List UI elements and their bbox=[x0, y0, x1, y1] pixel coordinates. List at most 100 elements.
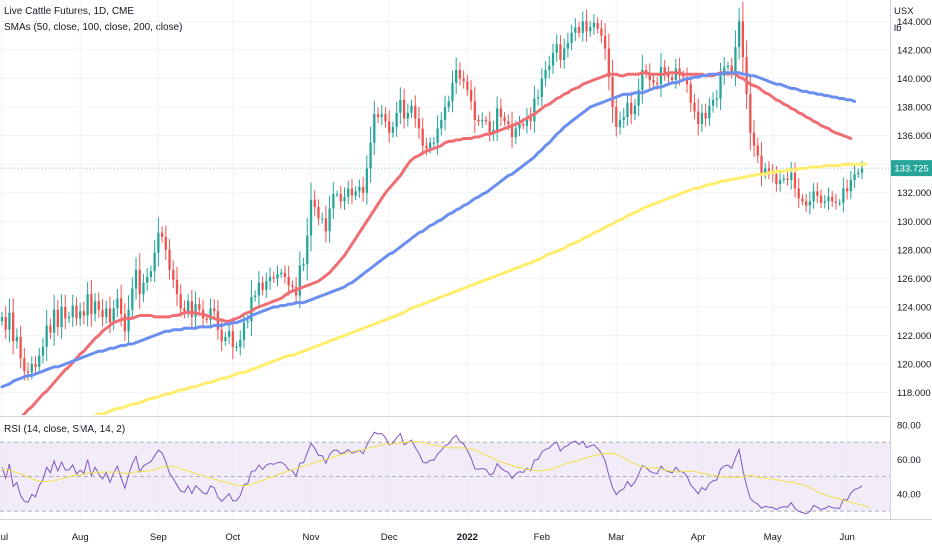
candle bbox=[853, 174, 856, 180]
candle bbox=[268, 276, 272, 282]
candle bbox=[775, 174, 778, 185]
price-tick-label: 124.000 bbox=[897, 302, 931, 313]
candle bbox=[488, 121, 491, 133]
candle bbox=[540, 78, 543, 98]
candle bbox=[417, 118, 421, 129]
candle bbox=[313, 199, 316, 207]
candle bbox=[469, 89, 473, 102]
candle bbox=[15, 336, 19, 342]
chart-title: Live Cattle Futures, 1D, CME bbox=[4, 6, 135, 17]
candle bbox=[857, 172, 860, 175]
candle bbox=[425, 145, 428, 149]
candle bbox=[749, 94, 752, 133]
candle bbox=[108, 308, 112, 323]
candle bbox=[689, 84, 692, 103]
candle bbox=[670, 77, 674, 80]
candle bbox=[127, 309, 130, 332]
candle bbox=[328, 208, 331, 232]
candle bbox=[715, 98, 718, 100]
candle bbox=[41, 346, 45, 356]
candle bbox=[507, 121, 510, 125]
price-tick-label: 142.000 bbox=[897, 45, 931, 56]
candle bbox=[458, 69, 462, 79]
candle bbox=[477, 119, 480, 122]
price-tick-label: 138.000 bbox=[897, 103, 931, 114]
candle bbox=[752, 132, 756, 146]
candle bbox=[160, 232, 164, 237]
candle bbox=[365, 168, 368, 193]
time-tick-label: Feb bbox=[534, 532, 550, 543]
candle bbox=[801, 198, 804, 202]
candle bbox=[335, 194, 339, 196]
candle bbox=[793, 172, 797, 189]
candle bbox=[332, 194, 335, 209]
candle bbox=[101, 309, 104, 317]
candle bbox=[354, 191, 357, 196]
candle bbox=[719, 75, 722, 99]
candle bbox=[730, 65, 733, 72]
candle bbox=[790, 172, 793, 180]
candle bbox=[819, 195, 823, 203]
candle bbox=[838, 202, 841, 204]
candle bbox=[603, 35, 607, 49]
time-tick-label: Sep bbox=[150, 532, 167, 543]
candle bbox=[119, 298, 123, 315]
candle bbox=[75, 305, 78, 319]
last-price-label: 133.725 bbox=[894, 164, 928, 175]
candle bbox=[406, 112, 409, 119]
candle bbox=[64, 306, 67, 319]
candle bbox=[428, 142, 432, 149]
candle bbox=[298, 265, 301, 296]
candle bbox=[23, 358, 26, 372]
candle bbox=[34, 364, 37, 367]
candle bbox=[280, 272, 283, 275]
candle bbox=[235, 346, 238, 348]
candle bbox=[704, 112, 707, 119]
candle bbox=[611, 77, 614, 108]
candle bbox=[116, 298, 119, 309]
candle bbox=[481, 119, 484, 122]
candle bbox=[551, 52, 555, 66]
rsi-legend: RSI (14, close, SMA, 14, 2) bbox=[4, 424, 126, 435]
candle bbox=[384, 114, 387, 122]
candle bbox=[0, 316, 4, 322]
sma-200-line bbox=[92, 162, 868, 415]
candle bbox=[146, 276, 149, 283]
candle bbox=[317, 207, 320, 219]
candle bbox=[4, 316, 7, 330]
candle bbox=[19, 336, 22, 359]
candle bbox=[198, 304, 201, 310]
candle bbox=[786, 178, 789, 180]
time-tick-label: Jun bbox=[839, 532, 854, 543]
candles bbox=[0, 1, 864, 381]
candle bbox=[388, 121, 391, 133]
candle bbox=[808, 201, 812, 206]
candle bbox=[350, 188, 354, 196]
candle bbox=[607, 48, 610, 78]
candle bbox=[451, 82, 454, 102]
candle bbox=[56, 309, 59, 327]
candle bbox=[823, 201, 826, 203]
candle bbox=[82, 311, 86, 316]
candle bbox=[510, 124, 514, 138]
candle bbox=[38, 355, 41, 367]
candle bbox=[544, 69, 547, 79]
candle bbox=[667, 74, 670, 78]
price-tick-label: 120.000 bbox=[897, 360, 931, 371]
candle bbox=[816, 191, 819, 196]
price-tick-label: 132.000 bbox=[897, 188, 931, 199]
candle bbox=[630, 102, 633, 115]
candle bbox=[484, 119, 488, 122]
candle bbox=[805, 201, 808, 206]
candle bbox=[663, 67, 666, 75]
candle bbox=[697, 111, 700, 125]
candle bbox=[574, 27, 577, 33]
candle bbox=[633, 105, 637, 115]
candle bbox=[581, 21, 584, 33]
candle bbox=[257, 282, 261, 296]
candle bbox=[525, 117, 529, 126]
candle bbox=[827, 197, 830, 202]
candle bbox=[737, 21, 741, 48]
candle bbox=[209, 308, 212, 320]
